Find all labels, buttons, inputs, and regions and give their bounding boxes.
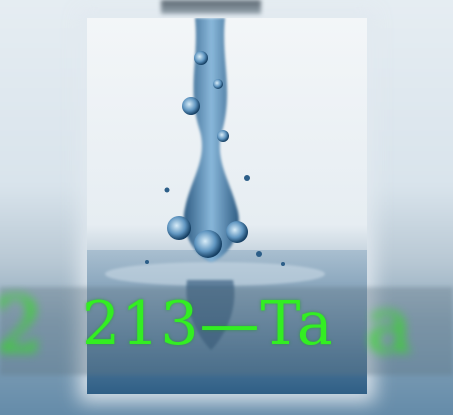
water-droplets bbox=[145, 51, 285, 266]
faucet-spout bbox=[161, 0, 261, 14]
caption-blurred-right: a bbox=[366, 281, 413, 371]
water-splash-photo bbox=[87, 18, 367, 394]
caption-blurred-left: 2 bbox=[0, 281, 44, 371]
water-stream bbox=[183, 18, 239, 262]
caption-text: 213—Ta bbox=[82, 289, 334, 359]
water-splash-illustration bbox=[87, 18, 367, 394]
water-reflection bbox=[186, 280, 235, 350]
caption-band bbox=[0, 287, 453, 375]
